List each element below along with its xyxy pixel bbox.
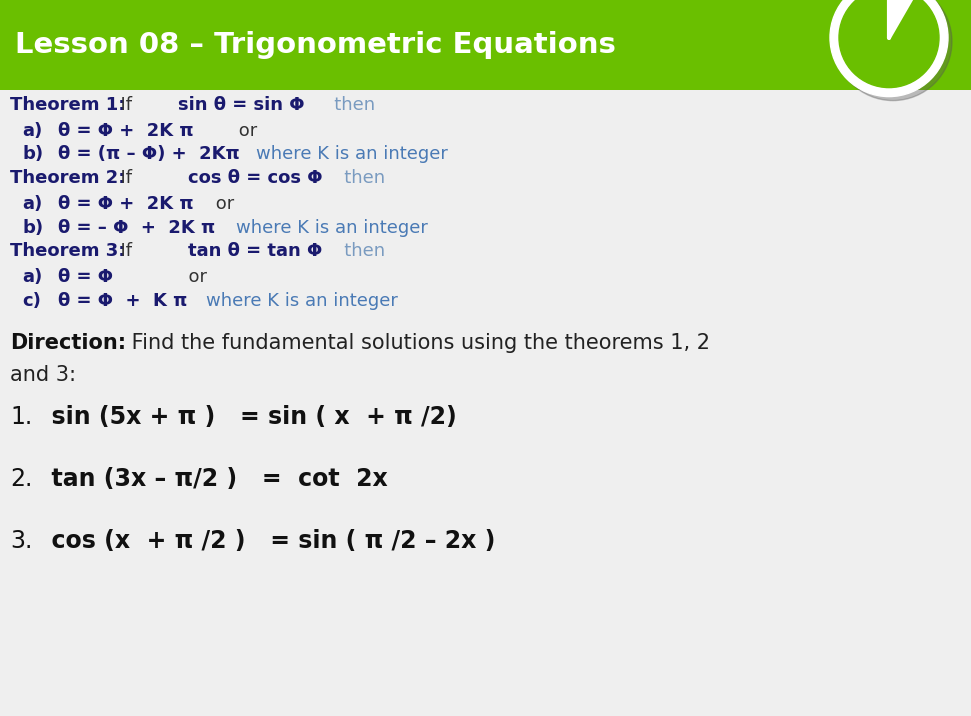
Text: θ = Φ +  2K π: θ = Φ + 2K π [58,122,193,140]
Text: cos (x  + π /2 )   = sin ( π /2 – 2x ): cos (x + π /2 ) = sin ( π /2 – 2x ) [35,529,496,553]
Text: Find the fundamental solutions using the theorems 1, 2: Find the fundamental solutions using the… [125,333,710,353]
FancyBboxPatch shape [0,0,971,90]
Text: If: If [109,95,150,114]
Wedge shape [889,0,914,38]
Text: or: or [186,122,257,140]
Text: 3.: 3. [10,529,32,553]
Circle shape [830,0,948,97]
Text: cos θ = cos Φ: cos θ = cos Φ [188,169,329,187]
Text: 2.: 2. [10,467,32,491]
Text: Theorem 1:: Theorem 1: [10,95,125,114]
Text: Lesson 08 – Trigonometric Equations: Lesson 08 – Trigonometric Equations [15,31,616,59]
Text: θ = Φ +  2K π: θ = Φ + 2K π [58,195,193,213]
Text: sin θ = sin Φ: sin θ = sin Φ [179,95,311,114]
Text: then: then [327,169,385,187]
Text: then: then [327,242,385,260]
Text: or: or [108,268,207,286]
Text: Direction:: Direction: [10,333,126,353]
Circle shape [834,0,952,100]
Text: θ = – Φ  +  2K π: θ = – Φ + 2K π [58,218,216,236]
Text: and 3:: and 3: [10,364,76,384]
Text: Theorem 2:: Theorem 2: [10,169,125,187]
Text: θ = Φ: θ = Φ [58,268,113,286]
Text: θ = Φ  +  K π: θ = Φ + K π [58,291,187,310]
Text: a): a) [22,268,43,286]
FancyBboxPatch shape [0,90,971,716]
Text: b): b) [22,145,43,163]
Circle shape [839,0,939,87]
Text: c): c) [22,291,41,310]
Text: θ = (π – Φ) +  2Kπ: θ = (π – Φ) + 2Kπ [58,145,240,163]
Text: then: then [317,95,375,114]
Text: a): a) [22,122,43,140]
Text: Theorem 3:: Theorem 3: [10,242,125,260]
Text: where K is an integer: where K is an integer [256,145,448,163]
Text: tan (3x – π/2 )   =  cot  2x: tan (3x – π/2 ) = cot 2x [35,467,388,491]
Text: If: If [109,242,155,260]
Text: where K is an integer: where K is an integer [236,218,428,236]
Text: a): a) [22,195,43,213]
Text: or: or [186,195,234,213]
Text: where K is an integer: where K is an integer [207,291,398,310]
Text: 1.: 1. [10,405,32,429]
Text: tan θ = tan Φ: tan θ = tan Φ [188,242,329,260]
Text: sin (5x + π )   = sin ( x  + π /2): sin (5x + π ) = sin ( x + π /2) [35,405,457,429]
Text: If: If [109,169,155,187]
Text: b): b) [22,218,43,236]
